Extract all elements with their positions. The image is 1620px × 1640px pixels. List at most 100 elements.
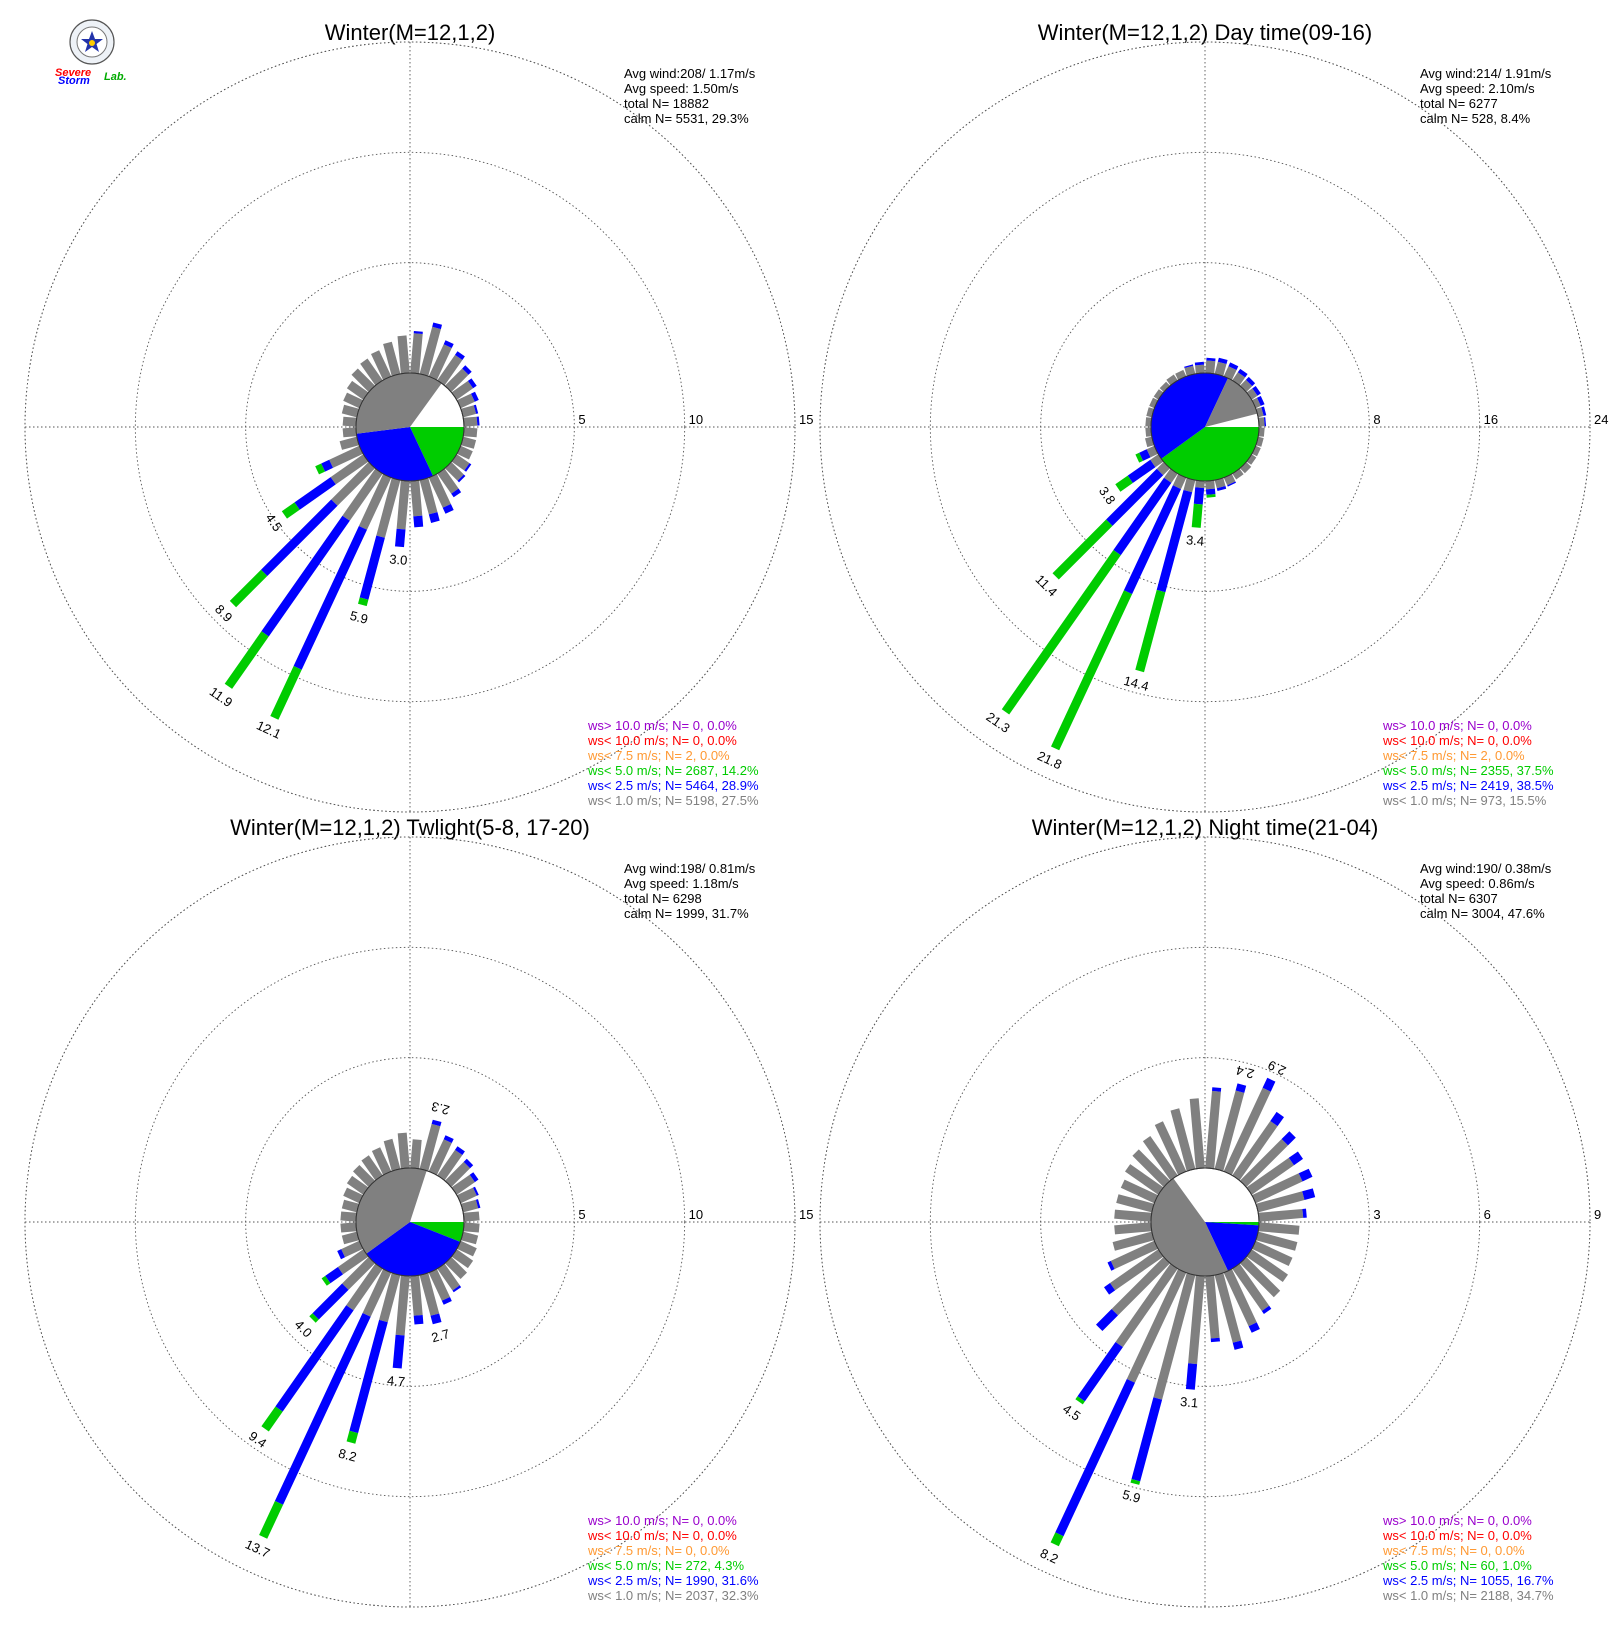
- spoke-segment-gray: [351, 368, 375, 392]
- spoke-segment-gray: [343, 1187, 363, 1204]
- stat-line: Avg wind:208/ 1.17m/s: [624, 66, 756, 81]
- spoke-segment-blue: [1055, 1379, 1135, 1537]
- spoke-335: [371, 350, 392, 380]
- spoke-95: [463, 427, 478, 438]
- calm-pie-green: [410, 1222, 464, 1242]
- spoke-135: [1240, 462, 1252, 474]
- legend-entry: ws< 5.0 m/s; N= 2355, 37.5%: [1382, 763, 1554, 778]
- spoke-segment-green: [1050, 1532, 1064, 1547]
- spoke-segment-gray: [330, 454, 369, 485]
- spoke-segment-blue: [443, 340, 454, 348]
- spoke-segment-blue: [1131, 1397, 1163, 1482]
- legend-entry: ws< 7.5 m/s; N= 2, 0.0%: [587, 748, 730, 763]
- spoke-segment-green: [1075, 1396, 1085, 1405]
- ring-6: [929, 946, 1481, 1498]
- spoke-295: [1120, 1179, 1158, 1204]
- panel-title: Winter(M=12,1,2) Day time(09-16): [1038, 20, 1372, 45]
- spoke-segment-gray: [1205, 1275, 1220, 1339]
- spoke-245: [1107, 1240, 1158, 1271]
- spoke-235: [321, 1249, 369, 1286]
- spoke-55: [1246, 386, 1261, 400]
- spoke-15: [419, 322, 442, 376]
- spoke-segment-blue: [1185, 1363, 1198, 1390]
- spoke-segment-blue: [413, 1315, 424, 1325]
- spoke-165: [419, 478, 440, 523]
- spoke-segment-gray: [1214, 1090, 1245, 1171]
- spoke-115: [1252, 1240, 1293, 1266]
- spoke-segment-gray: [451, 380, 474, 400]
- spoke-segment-gray: [376, 478, 401, 538]
- spoke-segment-gray: [1114, 1209, 1152, 1222]
- windrose-panel-day-time: Winter(M=12,1,2) Day time(09-16) 8 16 24 3.4…: [819, 20, 1608, 813]
- spoke-segment-gray: [461, 436, 477, 449]
- spoke-segment-blue: [1210, 1337, 1220, 1343]
- spoke-125: [1246, 454, 1257, 465]
- calm-circle-outline: [1150, 1167, 1260, 1277]
- spoke-85: [1258, 417, 1267, 427]
- spoke-segment-blue: [1281, 1131, 1296, 1146]
- spoke-segment-gray: [1214, 1273, 1242, 1343]
- spoke-segment-green: [358, 597, 369, 607]
- spoke-segment-gray: [428, 344, 452, 380]
- spoke-segment-gray: [1258, 1209, 1304, 1222]
- spoke-175: [410, 1275, 424, 1325]
- spoke-segment-blue: [1096, 1309, 1118, 1331]
- spoke-segment-gray: [461, 405, 477, 418]
- severe-storm-lab-logo: Severe Storm Lab.: [55, 19, 127, 87]
- spoke-25: [428, 1135, 454, 1175]
- spoke-segment-gray: [342, 416, 357, 427]
- spoke-325: [1142, 1136, 1178, 1181]
- spoke-335: [1154, 1121, 1187, 1175]
- spoke-segment-blue: [261, 515, 350, 637]
- spoke-345: [383, 1138, 401, 1171]
- spoke-285: [1116, 1194, 1154, 1213]
- spoke-155: [428, 1269, 452, 1305]
- spoke-segment-gray: [451, 1174, 475, 1195]
- spoke-205: 8.2: [1038, 1269, 1187, 1567]
- stat-line: Avg wind:198/ 0.81m/s: [624, 861, 756, 876]
- calm-pie-green: [410, 427, 464, 476]
- legend-entry: ws< 2.5 m/s; N= 2419, 38.5%: [1382, 778, 1554, 793]
- spoke-segment-gray: [395, 1275, 410, 1336]
- spoke-65: [457, 391, 479, 409]
- spoke-15: [1214, 357, 1228, 376]
- spoke-segment-gray: [1183, 478, 1196, 493]
- spoke-segment-blue: [1302, 1188, 1316, 1200]
- spoke-185: 3.1: [1180, 1275, 1205, 1411]
- spoke-segment-green: [259, 1501, 284, 1539]
- spoke-total-label: 3.8: [1096, 484, 1119, 507]
- legend-entry: ws< 2.5 m/s; N= 5464, 28.9%: [587, 778, 759, 793]
- spoke-165: 2.7: [419, 1273, 451, 1345]
- spoke-segment-gray: [1142, 1136, 1178, 1181]
- spoke-355: [397, 1132, 410, 1169]
- stat-line: Avg speed: 2.10m/s: [1420, 81, 1535, 96]
- spoke-segment-blue: [1302, 1208, 1307, 1218]
- spoke-segment-gray: [457, 1240, 477, 1257]
- spoke-segment-gray: [340, 1211, 357, 1222]
- stat-line: calm N= 528, 8.4%: [1420, 111, 1531, 126]
- spoke-145: [437, 468, 462, 498]
- spoke-segment-gray: [396, 480, 410, 530]
- spoke-segment-blue: [392, 1334, 405, 1369]
- spoke-65: [1252, 396, 1265, 409]
- stat-line: total N= 6298: [624, 891, 702, 906]
- spoke-segment-gray: [1252, 445, 1261, 457]
- spoke-segment-gray: [360, 358, 383, 386]
- spoke-segment-green: [1052, 519, 1113, 580]
- spoke-segment-gray: [451, 454, 470, 471]
- spoke-255: [339, 436, 359, 450]
- spoke-total-label: 13.7: [243, 1536, 272, 1560]
- spoke-95: [1258, 427, 1265, 437]
- spoke-segment-blue: [463, 1158, 474, 1169]
- spoke-335: [371, 1147, 392, 1175]
- spoke-segment-gray: [1223, 1269, 1257, 1327]
- spoke-65: [457, 1186, 479, 1204]
- spoke-segment-blue: [475, 1199, 481, 1209]
- spoke-segment-blue: [432, 322, 442, 330]
- spoke-segment-blue: [1288, 1151, 1303, 1166]
- spoke-65: [1252, 1168, 1313, 1204]
- ring-tick-label: 10: [689, 1207, 703, 1222]
- spoke-185: 3.0: [389, 480, 410, 568]
- spoke-segment-blue: [1194, 361, 1205, 366]
- ring-tick-label: 15: [799, 1207, 813, 1222]
